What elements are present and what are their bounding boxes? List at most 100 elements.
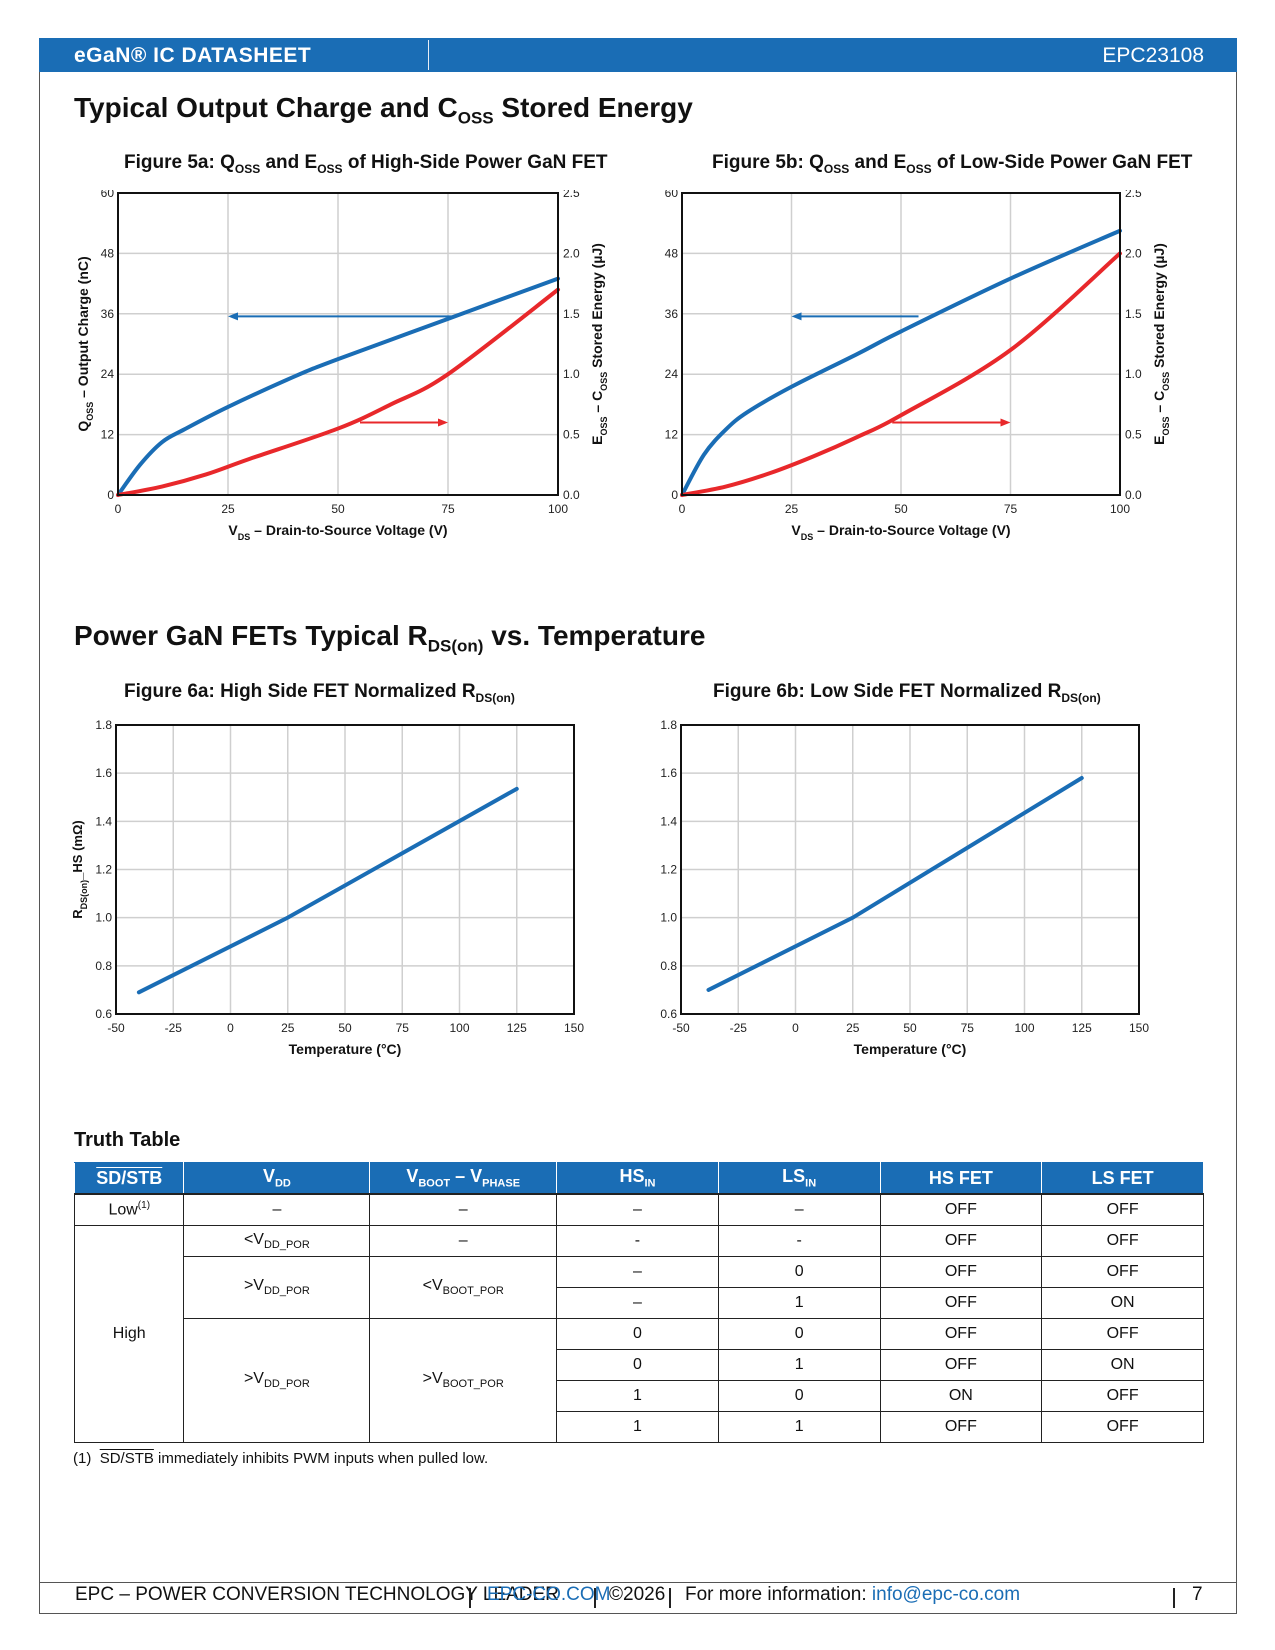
y-tick-label: 36 xyxy=(101,307,115,321)
cell-ls-in: 1 xyxy=(717,1411,881,1443)
y-tick-label: 1.2 xyxy=(660,863,677,877)
x-tick-label: 0 xyxy=(792,1021,799,1035)
y2-tick-label: 1.5 xyxy=(563,307,580,321)
cell-vdd: >VDD_POR xyxy=(183,1318,371,1443)
y-tick-label: 12 xyxy=(101,428,115,442)
cell-ls-fet: OFF xyxy=(1041,1380,1204,1412)
cell-hs-in: 0 xyxy=(556,1318,719,1350)
col-header-hs-in: HSIN xyxy=(556,1162,719,1195)
y-tick-label: 0.8 xyxy=(95,959,112,973)
y2-tick-label: 1.5 xyxy=(1125,307,1142,321)
footer-separator xyxy=(469,1588,471,1608)
cell-hs-fet: OFF xyxy=(879,1225,1043,1257)
y-axis-label: RDS(on)_HS (mΩ) xyxy=(70,820,89,918)
page-header: eGaN® IC DATASHEET EPC23108 xyxy=(39,38,1237,72)
x-axis-label: Temperature (°C) xyxy=(289,1041,402,1057)
cell-ls-in: 1 xyxy=(717,1349,881,1381)
cell-vboot: – xyxy=(369,1193,558,1226)
col-header-vboot-vphase: VBOOT – VPHASE xyxy=(369,1162,558,1195)
y2-axis-label: EOSS – COSS Stored Energy (µJ) xyxy=(589,243,609,445)
cell-hs-fet: OFF xyxy=(879,1349,1043,1381)
cell-ls-fet: OFF xyxy=(1041,1411,1204,1443)
x-tick-label: 100 xyxy=(1014,1021,1034,1035)
page-frame xyxy=(39,38,1237,1614)
truth-table-footnote: (1) SD/STB immediately inhibits PWM inpu… xyxy=(73,1450,489,1467)
footer-rule xyxy=(39,1582,1237,1583)
table-row: 1 1 OFF OFF xyxy=(75,1411,1204,1443)
y-tick-label: 1.6 xyxy=(95,766,112,780)
footer-company: EPC – POWER CONVERSION TECHNOLOGY LEADER xyxy=(75,1584,559,1605)
y-tick-label: 1.8 xyxy=(660,718,677,732)
y-tick-label: 1.8 xyxy=(95,718,112,732)
truth-table-header: SD/STB VDD VBOOT – VPHASE HSIN LSIN HS F… xyxy=(73,1162,1204,1195)
plot-frame xyxy=(680,724,1140,1015)
y-tick-label: 0.6 xyxy=(95,1007,112,1021)
series-line-rdson xyxy=(136,786,519,995)
x-axis-label: VDS – Drain-to-Source Voltage (V) xyxy=(791,522,1010,542)
footer-website-link[interactable]: EPC-CO.COM xyxy=(487,1584,611,1605)
y2-tick-label: 0.5 xyxy=(563,428,580,442)
cell-ls-fet: ON xyxy=(1041,1349,1204,1381)
cell-sd-high: High xyxy=(73,1225,185,1443)
cell-hs-in: – xyxy=(556,1256,719,1288)
fig5b-title: Figure 5b: QOSS and EOSS of Low-Side Pow… xyxy=(712,152,1193,176)
y2-tick-label: 2.5 xyxy=(563,190,580,200)
cell-vdd: <VDD_POR xyxy=(183,1225,371,1257)
table-row: >VDD_POR <VBOOT_POR – 0 OFF OFF xyxy=(75,1256,1204,1319)
cell-hs-in: – xyxy=(556,1193,719,1226)
x-tick-label: 50 xyxy=(338,1021,352,1035)
y2-tick-label: 2.0 xyxy=(563,246,580,260)
x-tick-label: 75 xyxy=(961,1021,975,1035)
arrow-head xyxy=(791,312,802,321)
cell-ls-in: 0 xyxy=(717,1318,881,1350)
x-tick-label: 25 xyxy=(785,502,799,516)
y-tick-label: 60 xyxy=(101,190,115,200)
fig5b-chart: 0 25 50 75 100 0 12 24 36 48 60 0.0 0.5 1.0 1.5 2.0 2.5 V… xyxy=(665,190,1171,542)
col-header-hs-fet: HS FET xyxy=(879,1162,1043,1195)
y-tick-label: 1.4 xyxy=(660,814,677,828)
cell-hs-fet: OFF xyxy=(879,1256,1043,1288)
x-tick-label: 75 xyxy=(441,502,455,516)
col-header-ls-in: LSIN xyxy=(717,1162,881,1195)
cell-hs-in: – xyxy=(556,1287,719,1319)
table-row: High <VDD_POR – - - OFF OFF xyxy=(73,1225,1204,1443)
x-tick-label: 0 xyxy=(227,1021,234,1035)
footer-more-info: For more information: info@epc-co.com xyxy=(685,1584,1021,1605)
y2-tick-label: 2.5 xyxy=(1125,190,1142,200)
footer-email-link[interactable]: info@epc-co.com xyxy=(871,1584,1021,1605)
header-part-number: EPC23108 xyxy=(1102,44,1204,67)
fig6a-title: Figure 6a: High Side FET Normalized RDS(… xyxy=(124,681,515,705)
y-tick-label: 48 xyxy=(101,246,115,260)
cell-ls-fet: OFF xyxy=(1041,1193,1204,1226)
cell-ls-in: 1 xyxy=(717,1287,881,1319)
x-axis-label: Temperature (°C) xyxy=(854,1041,967,1057)
col-header-sd-stb: SD/STB xyxy=(73,1162,185,1195)
y-tick-label: 1.0 xyxy=(660,911,677,925)
x-tick-label: 125 xyxy=(1072,1021,1092,1035)
footer-copyright: ©2026 xyxy=(609,1584,666,1605)
x-tick-label: 75 xyxy=(1004,502,1018,516)
y2-tick-label: 1.0 xyxy=(563,367,580,381)
cell-ls-in: - xyxy=(717,1225,881,1257)
cell-hs-fet: OFF xyxy=(879,1318,1043,1350)
cell-vdd: >VDD_POR xyxy=(183,1256,371,1319)
x-tick-label: 100 xyxy=(548,502,568,516)
col-header-ls-fet: LS FET xyxy=(1041,1162,1204,1195)
cell-ls-in: 0 xyxy=(717,1380,881,1412)
plot-frame xyxy=(117,192,559,496)
x-tick-label: 25 xyxy=(281,1021,295,1035)
table-row: >VDD_POR >VBOOT_POR 0 0 OFF OFF xyxy=(75,1318,1204,1443)
plot-frame xyxy=(681,192,1121,496)
cell-sd-low: Low(1) xyxy=(73,1193,185,1226)
cell-hs-fet: OFF xyxy=(879,1287,1043,1319)
cell-hs-fet: ON xyxy=(879,1380,1043,1412)
truth-table: SD/STB VDD VBOOT – VPHASE HSIN LSIN HS F… xyxy=(73,1162,1204,1443)
x-tick-label: 25 xyxy=(846,1021,860,1035)
y2-tick-label: 0.5 xyxy=(1125,428,1142,442)
y-tick-label: 1.0 xyxy=(95,911,112,925)
y-axis-label: QOSS – Output Charge (nC) xyxy=(75,256,95,431)
y-tick-label: 36 xyxy=(665,307,679,321)
footer-separator xyxy=(669,1588,671,1608)
footer-separator xyxy=(1173,1588,1175,1608)
x-tick-label: 50 xyxy=(903,1021,917,1035)
